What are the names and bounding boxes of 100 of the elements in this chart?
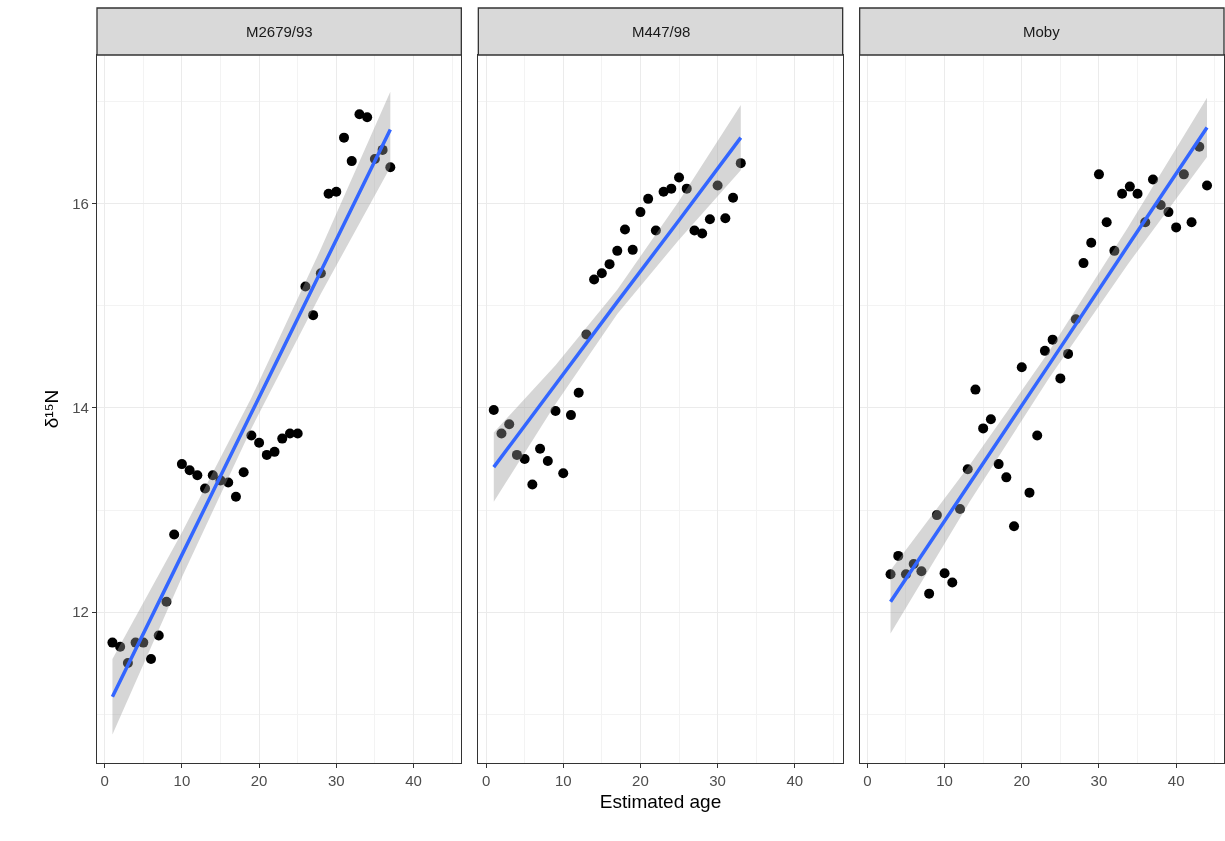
point — [153, 630, 164, 641]
y-axis-title: δ¹⁵N — [41, 389, 63, 429]
point — [735, 158, 746, 169]
point — [650, 225, 661, 236]
point — [885, 569, 896, 580]
point — [246, 430, 257, 441]
point — [1055, 373, 1066, 384]
x-tick-label: 40 — [405, 772, 422, 790]
point — [635, 207, 646, 218]
point — [1171, 222, 1182, 233]
point — [230, 491, 241, 502]
point — [519, 453, 530, 464]
point — [612, 245, 623, 256]
x-tick-label: 0 — [481, 772, 491, 790]
point — [346, 156, 357, 167]
point — [269, 446, 280, 457]
point — [1024, 487, 1035, 498]
point — [238, 467, 249, 478]
x-tick-label: 30 — [709, 772, 726, 790]
point — [1178, 169, 1189, 180]
point — [627, 244, 638, 255]
point — [939, 568, 950, 579]
point — [362, 112, 373, 123]
x-axis-title: Estimated age — [599, 790, 722, 812]
point — [1016, 362, 1027, 373]
point — [620, 224, 630, 235]
point — [1124, 181, 1135, 192]
point — [1117, 188, 1128, 199]
point — [962, 464, 973, 475]
point — [535, 443, 546, 454]
point — [300, 281, 311, 292]
point — [1009, 521, 1020, 532]
chart-title: Moby — [1023, 23, 1061, 40]
point — [674, 172, 685, 183]
point — [924, 588, 935, 599]
point — [308, 310, 319, 321]
point — [488, 405, 499, 416]
point — [1078, 258, 1089, 269]
point — [1101, 217, 1112, 228]
point — [970, 384, 981, 395]
point — [496, 428, 507, 439]
point — [573, 387, 584, 398]
point — [527, 479, 538, 490]
point — [542, 456, 553, 467]
x-tick-label: 20 — [250, 772, 268, 790]
point — [504, 419, 515, 430]
point — [955, 503, 966, 514]
point — [666, 183, 677, 194]
point — [1039, 345, 1050, 356]
point — [354, 109, 365, 120]
point — [277, 433, 288, 444]
x-tick-label: 0 — [863, 772, 872, 790]
point — [331, 186, 342, 197]
point — [1001, 472, 1012, 483]
point — [550, 406, 561, 417]
point — [728, 192, 739, 203]
point — [596, 268, 607, 279]
point — [261, 449, 272, 460]
point — [223, 477, 234, 488]
point — [192, 470, 203, 481]
y-tick-label: 16 — [72, 195, 89, 213]
point — [893, 550, 904, 561]
point — [1186, 217, 1197, 228]
point — [207, 470, 218, 481]
x-tick-label: 0 — [100, 772, 109, 790]
x-tick-label: 30 — [327, 772, 345, 790]
point — [978, 423, 989, 434]
point — [184, 465, 195, 476]
point — [1063, 348, 1074, 359]
x-tick-label: 20 — [632, 772, 649, 790]
point — [107, 637, 118, 648]
point — [385, 162, 396, 173]
x-tick-label: 40 — [1167, 772, 1185, 790]
point — [339, 132, 350, 143]
point — [931, 510, 942, 521]
x-tick-label: 20 — [1013, 772, 1031, 790]
point — [565, 410, 576, 421]
point — [1086, 237, 1097, 248]
point — [511, 449, 522, 460]
point — [1163, 207, 1174, 218]
point — [1202, 180, 1213, 191]
point — [558, 468, 569, 479]
point — [115, 641, 126, 652]
chart-title: M447/98 — [632, 23, 691, 40]
point — [720, 213, 731, 224]
point — [1032, 430, 1043, 441]
point — [292, 428, 303, 439]
x-tick-label: 10 — [554, 772, 572, 790]
point — [947, 577, 958, 588]
point — [604, 259, 615, 270]
point — [993, 459, 1004, 470]
chart-title: M2679/93 — [246, 23, 313, 40]
point — [704, 214, 715, 225]
x-tick-label: 30 — [1090, 772, 1108, 790]
point — [200, 483, 211, 494]
x-tick-label: 40 — [786, 772, 804, 790]
point — [681, 183, 692, 194]
point — [916, 566, 927, 577]
point — [712, 180, 723, 191]
point — [1093, 169, 1104, 180]
